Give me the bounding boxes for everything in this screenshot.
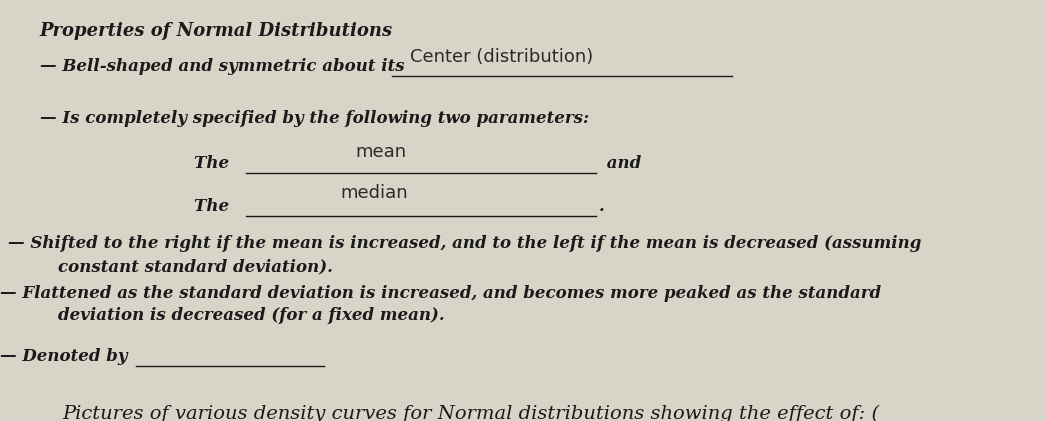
Text: deviation is decreased (for a fixed mean).: deviation is decreased (for a fixed mean… bbox=[58, 307, 445, 324]
Text: constant standard deviation).: constant standard deviation). bbox=[58, 258, 333, 275]
Text: — Denoted by: — Denoted by bbox=[0, 348, 133, 365]
Text: — Bell-shaped and symmetric about its: — Bell-shaped and symmetric about its bbox=[40, 58, 410, 75]
Text: and: and bbox=[601, 155, 641, 172]
Text: .: . bbox=[598, 198, 604, 215]
Text: — Shifted to the right if the mean is increased, and to the left if the mean is : — Shifted to the right if the mean is in… bbox=[8, 235, 922, 252]
Text: Center (distribution): Center (distribution) bbox=[410, 48, 593, 66]
Text: The: The bbox=[194, 155, 234, 172]
Text: median: median bbox=[340, 184, 408, 202]
Text: — Is completely specified by the following two parameters:: — Is completely specified by the followi… bbox=[40, 110, 589, 127]
Text: Pictures of various density curves for Normal distributions showing the effect o: Pictures of various density curves for N… bbox=[63, 405, 880, 421]
Text: mean: mean bbox=[356, 143, 407, 161]
Text: — Flattened as the standard deviation is increased, and becomes more peaked as t: — Flattened as the standard deviation is… bbox=[0, 285, 881, 302]
Text: The: The bbox=[194, 198, 234, 215]
Text: Properties of Normal Distributions: Properties of Normal Distributions bbox=[40, 22, 393, 40]
